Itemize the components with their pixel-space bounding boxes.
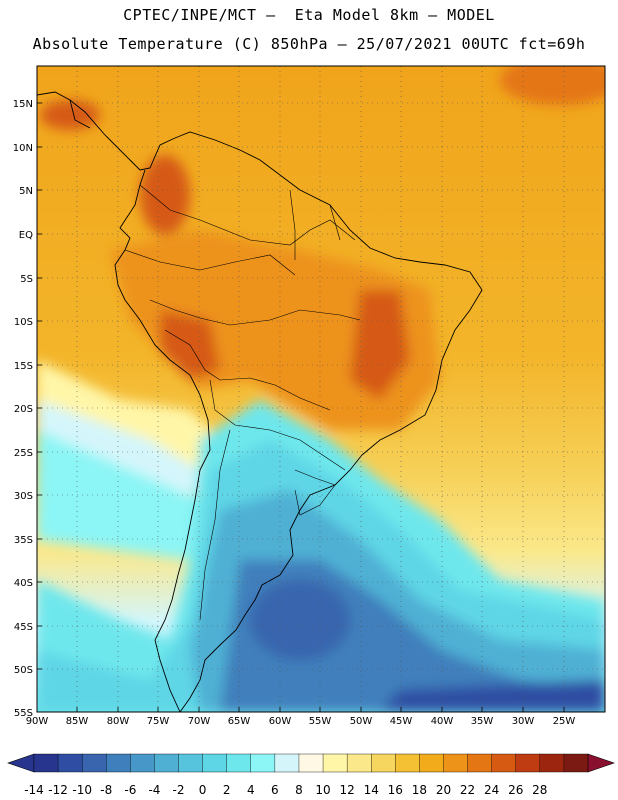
colorbar-swatch xyxy=(298,753,324,773)
lat-tick-label: 10N xyxy=(13,143,33,154)
colorbar-label: 20 xyxy=(436,783,451,797)
colorbar-swatch xyxy=(515,753,541,773)
colorbar-swatch xyxy=(178,753,204,773)
lon-tick-label: 90W xyxy=(26,716,49,727)
colorbar-label: 2 xyxy=(223,783,231,797)
colorbar-arrow-left xyxy=(7,753,35,773)
lat-tick-label: 55S xyxy=(14,708,33,719)
colorbar-swatch xyxy=(395,753,420,773)
latitude-labels: 15N 10N 5N EQ 5S 10S 15S 20S 25S 30S 35S 40S 45S 50S 5… xyxy=(13,99,42,719)
colorbar-swatch xyxy=(33,753,59,773)
colorbar-swatch xyxy=(106,753,131,773)
colorbar-label: -2 xyxy=(173,783,185,797)
temperature-field xyxy=(37,66,605,712)
lon-tick-label: 80W xyxy=(107,716,130,727)
colorbar-label: -8 xyxy=(100,783,112,797)
colorbar-swatch xyxy=(443,753,469,773)
colorbar-swatch xyxy=(539,753,565,773)
colorbar-swatch xyxy=(274,753,300,773)
colorbar-label: 28 xyxy=(532,783,547,797)
colorbar-swatch xyxy=(130,753,155,773)
lat-tick-label: 35S xyxy=(14,535,33,546)
lat-tick-label: 40S xyxy=(14,578,33,589)
colorbar-arrow-right xyxy=(587,753,615,773)
title-line-2: Absolute Temperature (C) 850hPa — 25/07/… xyxy=(32,35,586,53)
colorbar-swatch xyxy=(563,753,589,773)
lon-tick-label: 65W xyxy=(228,716,251,727)
colorbar-label: -4 xyxy=(148,783,160,797)
lon-tick-label: 35W xyxy=(471,716,494,727)
colorbar-swatch xyxy=(322,753,348,773)
longitude-labels: 90W 85W 80W 75W 70W 65W 60W 55W 50W 45W 40W 35W 30W 2… xyxy=(26,707,576,727)
colorbar-label: 26 xyxy=(508,783,523,797)
colorbar-label: 18 xyxy=(412,783,427,797)
lat-tick-label: 10S xyxy=(14,317,33,328)
country-borders xyxy=(124,184,361,621)
lat-tick-label: 25S xyxy=(14,448,33,459)
lon-tick-label: 25W xyxy=(553,716,576,727)
colorbar-label: -6 xyxy=(124,783,136,797)
colorbar-label: 4 xyxy=(247,783,255,797)
colorbar-swatch xyxy=(491,753,517,773)
lon-tick-label: 55W xyxy=(309,716,332,727)
lon-tick-label: 40W xyxy=(431,716,454,727)
lat-tick-label: 5N xyxy=(19,186,33,197)
colorbar-label: 8 xyxy=(295,783,303,797)
lat-tick-label: 30S xyxy=(14,491,33,502)
colorbar-label: 22 xyxy=(460,783,475,797)
lon-tick-label: 60W xyxy=(269,716,292,727)
colorbar-label: 16 xyxy=(388,783,403,797)
map-frame xyxy=(36,65,606,713)
colorbar-swatch xyxy=(419,753,444,773)
coastlines xyxy=(37,91,483,712)
colorbar-label: 24 xyxy=(484,783,499,797)
colorbar-label: 14 xyxy=(364,783,379,797)
colorbar-swatch xyxy=(81,753,107,773)
colorbar-labels: -14 -12 -10 -8 -6 -4 -2 0 2 4 6 8 10 12 14 16 18 20 22 24 26… xyxy=(24,783,547,797)
colorbar-swatch xyxy=(250,753,276,773)
lat-tick-label: EQ xyxy=(19,230,33,241)
colorbar-label: -12 xyxy=(48,783,68,797)
lat-tick-label: 45S xyxy=(14,622,33,633)
lat-tick-label: 15S xyxy=(14,361,33,372)
colorbar-swatch xyxy=(57,753,83,773)
colorbar-label: -10 xyxy=(72,783,92,797)
lat-tick-label: 20S xyxy=(14,404,33,415)
lon-tick-label: 75W xyxy=(147,716,170,727)
lon-tick-label: 45W xyxy=(390,716,413,727)
colorbar-label: 6 xyxy=(271,783,279,797)
lat-tick-label: 5S xyxy=(20,274,33,285)
colorbar-swatch xyxy=(346,753,372,773)
colorbar xyxy=(7,753,615,773)
lon-tick-label: 50W xyxy=(350,716,373,727)
lon-tick-label: 85W xyxy=(66,716,89,727)
colorbar-label: 0 xyxy=(199,783,207,797)
colorbar-swatch xyxy=(371,753,396,773)
colorbar-swatch xyxy=(226,753,252,773)
colorbar-swatch xyxy=(202,753,228,773)
colorbar-swatch xyxy=(467,753,493,773)
lon-tick-label: 70W xyxy=(188,716,211,727)
colorbar-label: 12 xyxy=(339,783,354,797)
colorbar-label: 10 xyxy=(315,783,330,797)
lat-tick-label: 50S xyxy=(14,665,33,676)
lon-tick-label: 30W xyxy=(512,716,535,727)
lat-tick-label: 15N xyxy=(13,99,33,110)
colorbar-swatch xyxy=(154,753,180,773)
title-line-1: CPTEC/INPE/MCT — Eta Model 8km — MODEL xyxy=(123,6,495,24)
colorbar-label: -14 xyxy=(24,783,44,797)
